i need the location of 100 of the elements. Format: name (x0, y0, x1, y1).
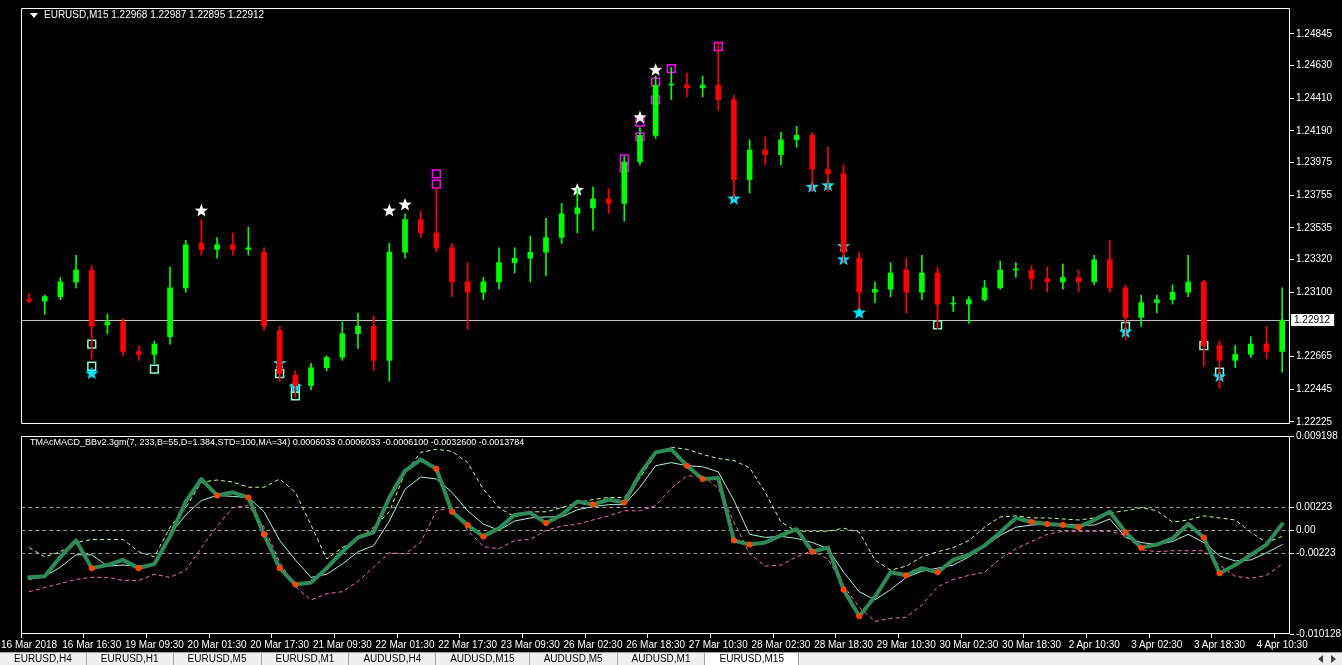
point (87, 339, 97, 349)
y-tick-label: 1.23100 (1296, 285, 1333, 297)
point (464, 522, 471, 529)
point (1122, 529, 1129, 536)
x-tick-label: 30 Mar 02:30 (939, 638, 999, 650)
x-tick-label: 3 Apr 18:30 (1193, 638, 1246, 650)
text: AUDUSD,H4 (349, 653, 437, 665)
x-tick-label: 20 Mar 01:30 (187, 638, 247, 650)
text: EURUSD,H4 (0, 653, 87, 665)
y-tick-label: 0.009198 (1296, 429, 1339, 441)
point (382, 203, 397, 217)
point (932, 320, 943, 330)
point (542, 520, 549, 527)
point (194, 203, 209, 217)
y-tick-label: 1.24190 (1296, 124, 1333, 136)
line-series (28, 446, 1283, 571)
point (650, 77, 661, 87)
point (433, 465, 440, 472)
point (149, 364, 160, 374)
point (1214, 367, 1225, 377)
text: EURUSD,H1 (86, 653, 174, 665)
point (934, 569, 941, 576)
point (650, 95, 661, 105)
point (1199, 340, 1209, 351)
x-tick-label: 28 Mar 02:30 (751, 638, 811, 650)
x-tick-label: 26 Mar 18:30 (626, 638, 686, 650)
y-tick-label: 1.23320 (1296, 253, 1333, 265)
point (449, 508, 456, 515)
text: AUDUSD,M15 (436, 653, 530, 665)
y-tick-label: -0.00223 (1296, 546, 1336, 558)
point (635, 117, 645, 127)
x-tick-label: 30 Mar 18:30 (1002, 638, 1062, 650)
y-tick-label: 1.22665 (1296, 350, 1333, 362)
y-tick-label: 1.23535 (1296, 221, 1333, 233)
point (480, 533, 487, 540)
point (261, 531, 268, 538)
y-tick-label: 1.23755 (1296, 189, 1333, 201)
x-tick-label: 22 Mar 17:30 (438, 638, 498, 650)
point (1216, 570, 1223, 577)
text: AUDUSD,M1 (617, 653, 706, 665)
point (214, 492, 221, 499)
x-tick-label: 22 Mar 01:30 (375, 638, 435, 650)
x-tick-label: 20 Mar 17:30 (250, 638, 310, 650)
point (619, 154, 629, 164)
y-tick-label: 1.24630 (1296, 59, 1333, 71)
point (431, 179, 441, 189)
point (1059, 522, 1066, 529)
point (1044, 521, 1051, 528)
point (292, 581, 299, 588)
point (135, 565, 142, 572)
point (276, 565, 283, 572)
point (431, 169, 441, 179)
y-tick-label: 1.23975 (1296, 156, 1333, 168)
point (856, 613, 863, 620)
y-tick-label: 1.24845 (1296, 27, 1333, 39)
point (1028, 519, 1035, 526)
point (589, 501, 596, 508)
x-tick-label: 2 Apr 10:30 (1068, 638, 1121, 650)
point (699, 476, 706, 483)
point (87, 361, 97, 371)
point (713, 41, 723, 52)
y-tick-label: 0.00223 (1296, 501, 1333, 513)
point (633, 110, 647, 124)
y-tick-label: 0.00 (1296, 523, 1316, 535)
point (730, 537, 737, 544)
point (290, 391, 301, 401)
point (809, 548, 816, 555)
x-tick-label: 28 Mar 18:30 (814, 638, 874, 650)
point (1200, 534, 1207, 541)
point (275, 369, 285, 379)
x-tick-label: 21 Mar 09:30 (312, 638, 373, 650)
x-tick-label: 26 Mar 02:30 (563, 638, 623, 650)
text: EURUSD,M5 (173, 653, 262, 665)
point (245, 494, 252, 501)
x-tick-label: 23 Mar 09:30 (500, 638, 561, 650)
x-tick-label: 29 Mar 10:30 (876, 638, 937, 650)
line-series (28, 475, 1283, 622)
text: AUDUSD,M5 (529, 653, 618, 665)
chart-title: EURUSD,M15 1.22968 1.22987 1.22895 1.22912 (44, 9, 265, 20)
point (398, 197, 412, 211)
y-tick-label: 1.24410 (1296, 92, 1333, 104)
x-tick-label: 16 Mar 16:30 (62, 638, 122, 650)
point (648, 63, 663, 76)
y-tick-label: 1.22225 (1296, 415, 1333, 427)
y-tick-label: 1.22445 (1296, 382, 1333, 394)
chart-title: TMAcMACD_BBv2.3gm(7, 233,B=55,D=1.384,STD=100,MA=34) 0.0006033 0.0006033 -0.0006100 -0.0032600 -0.0013784 (30, 437, 525, 447)
point (1075, 524, 1082, 531)
point (85, 366, 99, 380)
point (666, 64, 676, 74)
x-tick-label: 27 Mar 10:30 (688, 638, 749, 650)
point (1138, 544, 1145, 551)
point (88, 565, 95, 572)
point (746, 541, 753, 548)
text: EURUSD,M1 (261, 653, 350, 665)
point (635, 132, 645, 142)
point (1120, 321, 1131, 331)
text: EURUSD,M15 (705, 653, 799, 665)
point (683, 462, 690, 469)
point (840, 586, 847, 593)
point (903, 572, 910, 579)
